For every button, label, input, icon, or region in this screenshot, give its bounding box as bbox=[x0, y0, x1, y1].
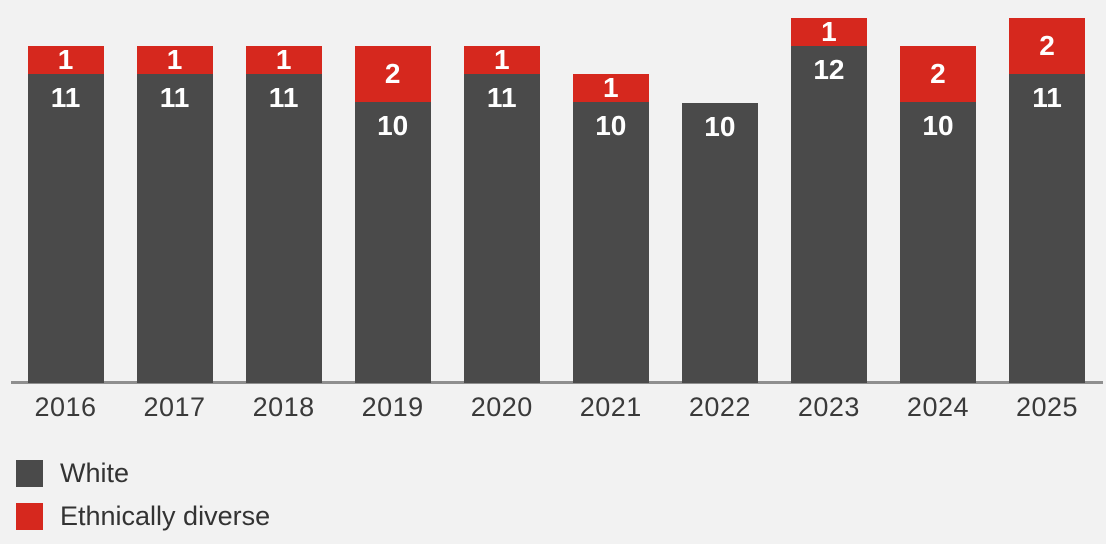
x-axis-label-2025: 2025 bbox=[1015, 392, 1079, 422]
bar-2017: 1 11 bbox=[136, 44, 213, 383]
legend-swatch-white-icon bbox=[16, 459, 43, 487]
segment-ethnically-diverse-2019: 2 bbox=[354, 46, 431, 103]
bar-2025: 2 11 bbox=[1009, 18, 1086, 383]
legend-item-white: White bbox=[16, 457, 270, 488]
x-axis-label-2023: 2023 bbox=[797, 392, 860, 422]
segment-white-2018: 11 bbox=[245, 74, 322, 383]
segment-ethnically-diverse-2016: 1 bbox=[27, 44, 104, 75]
segment-ethnically-diverse-2024: 2 bbox=[899, 46, 976, 103]
bar-2024: 2 10 bbox=[899, 46, 976, 383]
segment-white-2025: 11 bbox=[1009, 74, 1086, 383]
x-axis-label-2020: 2020 bbox=[470, 392, 533, 422]
segment-white-2017: 11 bbox=[136, 74, 213, 383]
x-axis-label-2022: 2022 bbox=[688, 392, 751, 422]
segment-value-label: 10 bbox=[377, 110, 409, 142]
x-axis-label-2018: 2018 bbox=[252, 392, 315, 422]
segment-ethnically-diverse-2018: 1 bbox=[245, 44, 322, 75]
segment-white-2024: 10 bbox=[899, 102, 976, 383]
segment-ethnically-diverse-2025: 2 bbox=[1009, 18, 1086, 75]
x-axis-line bbox=[11, 381, 1103, 384]
segment-value-label: 10 bbox=[922, 110, 954, 142]
segment-value-label: 10 bbox=[595, 110, 627, 142]
segment-value-label: 12 bbox=[813, 54, 845, 86]
x-axis-label-2024: 2024 bbox=[906, 392, 969, 422]
segment-value-label: 10 bbox=[704, 110, 736, 142]
bar-2021: 1 10 bbox=[572, 72, 649, 383]
x-axis-label-2019: 2019 bbox=[361, 392, 424, 422]
legend: White Ethnically diverse bbox=[16, 457, 271, 544]
bar-2019: 2 10 bbox=[354, 46, 431, 383]
bar-2018: 1 11 bbox=[245, 44, 322, 383]
segment-value-label: 11 bbox=[50, 82, 81, 114]
bar-2020: 1 11 bbox=[463, 44, 540, 383]
segment-white-2023: 12 bbox=[790, 46, 867, 383]
bar-2016: 1 11 bbox=[27, 44, 104, 383]
segment-ethnically-diverse-2017: 1 bbox=[136, 44, 213, 75]
x-axis-label-2016: 2016 bbox=[34, 392, 97, 422]
x-axis-label-2017: 2017 bbox=[143, 392, 206, 422]
segment-value-label: 11 bbox=[486, 82, 517, 114]
segment-value-label: 11 bbox=[1032, 82, 1062, 114]
bar-2023: 1 12 bbox=[790, 16, 867, 383]
bar-2022: 10 bbox=[681, 102, 758, 383]
segment-value-label: 11 bbox=[159, 82, 190, 114]
segment-white-2019: 10 bbox=[354, 102, 431, 383]
legend-swatch-ethnically-diverse-icon bbox=[16, 502, 43, 530]
legend-label-ethnically-diverse: Ethnically diverse bbox=[60, 500, 271, 531]
legend-label-white: White bbox=[60, 457, 130, 488]
segment-ethnically-diverse-2021: 1 bbox=[572, 72, 649, 103]
segment-ethnically-diverse-2023: 1 bbox=[790, 16, 867, 47]
segment-white-2022: 10 bbox=[681, 102, 758, 383]
segment-ethnically-diverse-2020: 1 bbox=[463, 44, 540, 75]
legend-item-ethnically-diverse: Ethnically diverse bbox=[16, 500, 271, 531]
segment-white-2020: 11 bbox=[463, 74, 540, 383]
x-axis-label-2021: 2021 bbox=[579, 392, 642, 422]
segment-white-2021: 10 bbox=[572, 102, 649, 383]
segment-value-label: 11 bbox=[268, 82, 299, 114]
segment-white-2016: 11 bbox=[27, 74, 104, 383]
